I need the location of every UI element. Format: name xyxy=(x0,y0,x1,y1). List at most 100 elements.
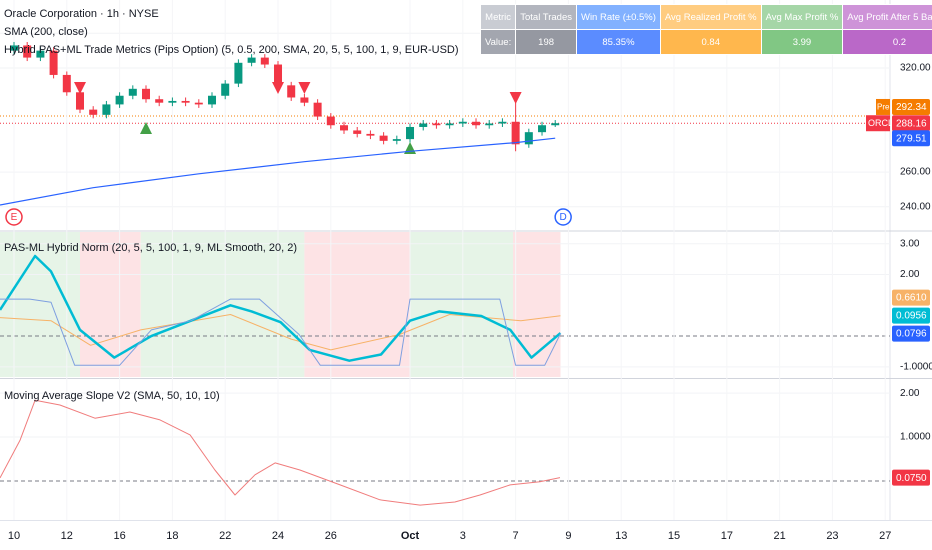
candle-body xyxy=(340,125,349,131)
candle-body xyxy=(194,102,203,105)
line-series xyxy=(0,298,561,366)
metrics-table: Metric Total Trades Win Rate (±0.5%) Avg Re… xyxy=(479,4,932,55)
x-tick-label: 7 xyxy=(513,530,519,542)
event-marker xyxy=(5,208,23,226)
candle-body xyxy=(234,62,243,84)
price-badge xyxy=(892,115,930,132)
pre-label: Pre xyxy=(877,103,890,112)
backgrounds xyxy=(0,232,561,377)
price-badge xyxy=(892,469,930,486)
candle-body xyxy=(458,121,467,124)
candle-body xyxy=(89,109,98,115)
ticker-box xyxy=(866,115,890,132)
x-tick-label: 24 xyxy=(272,530,284,542)
x-tick-label: 3 xyxy=(460,530,466,542)
x-tick-label: 18 xyxy=(166,530,178,542)
price-badge xyxy=(892,325,930,342)
x-tick-label: 13 xyxy=(615,530,627,542)
table-cell: 85.35% xyxy=(575,29,661,55)
candle-body xyxy=(142,88,151,100)
x-tick-label: 15 xyxy=(668,530,680,542)
line-series xyxy=(0,137,556,206)
x-tick-label: 16 xyxy=(113,530,125,542)
candle-body xyxy=(260,57,269,65)
candle-body xyxy=(75,92,84,110)
event-label: D xyxy=(560,212,567,223)
legend-entry: SMA (200, close) xyxy=(4,26,88,38)
candle-body xyxy=(511,121,520,145)
marks xyxy=(0,41,562,506)
table-header-cell: Metric xyxy=(479,4,517,30)
candle-body xyxy=(472,121,481,126)
candle-body xyxy=(326,116,335,126)
candle-body xyxy=(406,126,415,140)
x-tick-label: 12 xyxy=(61,530,73,542)
candle-body xyxy=(62,74,71,93)
candle-body xyxy=(23,45,32,58)
candle-body xyxy=(379,135,388,141)
candle-body xyxy=(498,121,507,124)
event-label: E xyxy=(11,212,18,223)
y-tick-label: 320.00 xyxy=(900,63,931,74)
signal-zone xyxy=(304,232,411,377)
candle-body xyxy=(485,123,494,126)
chart-title: Oracle Corporation · 1h · NYSE xyxy=(4,8,159,20)
signal-zone xyxy=(410,232,513,377)
price-badge-label: 0.0750 xyxy=(896,473,927,484)
candle-body xyxy=(247,57,256,63)
table-cell: 3.99 xyxy=(760,29,844,55)
table-header-cell: Win Rate (±0.5%) xyxy=(575,4,661,30)
sell-signal xyxy=(73,81,86,94)
table-cell: Value: xyxy=(479,29,517,55)
candle-body xyxy=(49,50,58,75)
x-tick-label: 26 xyxy=(325,530,337,542)
price-badge-label: 292.34 xyxy=(896,102,927,113)
table-row: Value: 198 85.35% 0.84 3.99 0.2 xyxy=(479,29,932,55)
candle-body xyxy=(432,123,441,126)
signal-zone xyxy=(140,232,305,377)
pre-box xyxy=(876,98,890,115)
line-series xyxy=(0,254,562,362)
line-series xyxy=(0,314,561,351)
y-tick-label: 240.00 xyxy=(900,201,931,212)
candle-body xyxy=(208,95,217,105)
y-tick-label: 2.00 xyxy=(900,269,920,280)
candle-body xyxy=(538,125,547,133)
table-header-cell: Total Trades xyxy=(515,4,577,30)
pane-title: Moving Average Slope V2 (SMA, 50, 10, 10… xyxy=(4,390,220,402)
candle-body xyxy=(102,104,111,115)
candle-body xyxy=(9,45,18,51)
candle-body xyxy=(524,132,533,145)
x-tick-label: 27 xyxy=(879,530,891,542)
candle-body xyxy=(551,123,560,126)
price-badge xyxy=(892,130,930,147)
candle-body xyxy=(128,88,137,96)
x-tick-label: 9 xyxy=(565,530,571,542)
price-badge-label: 279.51 xyxy=(896,133,927,144)
table-cell: 0.2 xyxy=(842,29,932,55)
sell-signal xyxy=(272,81,285,94)
y-tick-label: 260.00 xyxy=(900,167,931,178)
price-badge-label: 288.16 xyxy=(896,118,927,129)
x-tick-label: 22 xyxy=(219,530,231,542)
x-tick-label: 10 xyxy=(8,530,20,542)
candle-body xyxy=(36,50,45,58)
sell-signal xyxy=(509,92,522,105)
price-badge xyxy=(892,307,930,324)
price-badge-label: 0.6610 xyxy=(896,293,927,304)
y-tick-label: 3.00 xyxy=(900,238,920,249)
y-tick-label: 1.0000 xyxy=(900,432,931,443)
candle-body xyxy=(353,130,362,134)
candle-body xyxy=(168,100,177,103)
indicator-title: Hybrid PAS+ML Trade Metrics (Pips Option… xyxy=(4,44,459,56)
candle-body xyxy=(221,83,230,96)
sell-signal xyxy=(298,81,311,94)
candle-body xyxy=(115,95,124,105)
candle-body xyxy=(155,99,164,103)
price-badge xyxy=(892,289,930,306)
y-tick-label: 2.00 xyxy=(900,388,920,399)
table-cell: 198 xyxy=(515,29,577,55)
price-badge-label: 0.0956 xyxy=(896,311,927,322)
table-header-cell: Avg Profit After 5 Bars % xyxy=(842,4,932,30)
